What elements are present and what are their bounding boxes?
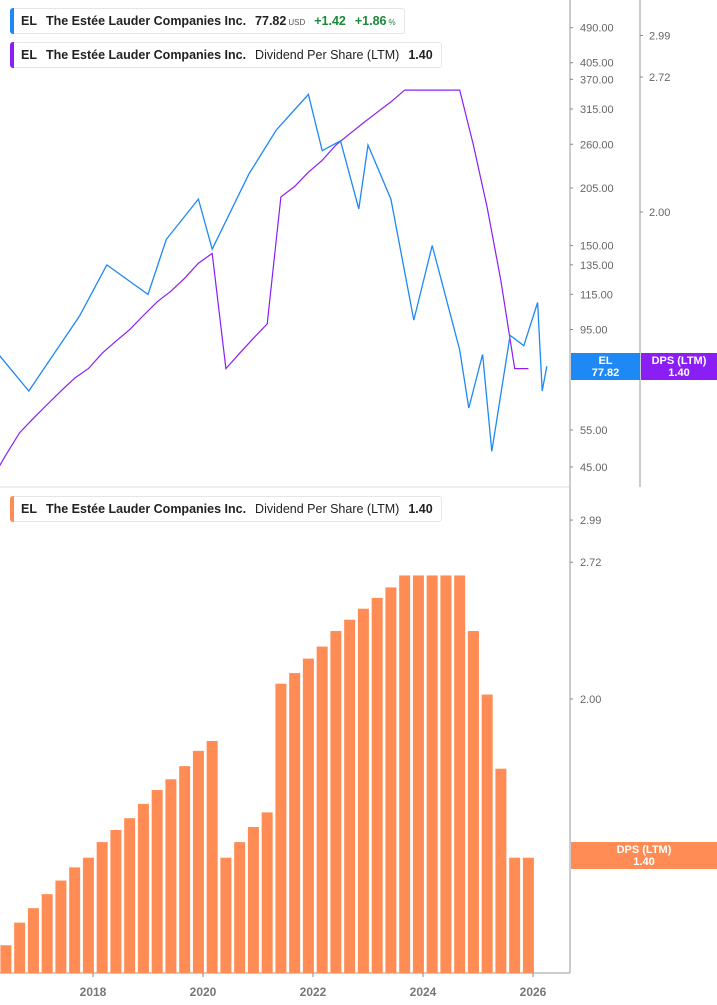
dps-bar [234,842,246,973]
legend-metric: Dividend Per Share (LTM) [255,502,400,516]
dps-bar [220,857,232,973]
dps-bar [399,575,411,973]
x-tick-label: 2024 [410,985,437,999]
legend-ticker: EL [21,14,37,28]
dps-bar [412,575,424,973]
price-tick-label: 260.00 [580,139,614,151]
dps-bar [0,945,12,973]
dps-legend-bottom[interactable]: EL The Estée Lauder Companies Inc. Divid… [10,496,442,522]
legend-value: 1.40 [408,48,433,62]
legend-ticker: EL [21,48,37,62]
dps-bar [316,646,328,973]
dps-bar [27,908,39,973]
dps-bar [82,857,94,973]
dps-tag-top: DPS (LTM) 1.40 [641,353,717,380]
price-tick-label: 135.00 [580,260,614,272]
dps-tick-label: 2.99 [649,30,670,42]
dps-line [0,89,529,467]
dps-bar [289,673,301,973]
dps-bar [247,827,259,973]
dps-bar [165,779,177,973]
dps-bar [69,867,81,973]
dps-bar [179,766,191,973]
dps-bar [137,803,149,973]
price-tick-label: 55.00 [580,425,608,437]
dps-bar [261,812,273,973]
dps-tag-bottom: DPS (LTM) 1.40 [571,842,717,869]
dps-bar [14,922,26,973]
dps-bar [440,575,452,973]
legend-price: 77.82 USD [255,14,306,28]
price-tick-label: 205.00 [580,183,614,195]
price-tick-label: 405.00 [580,58,614,70]
dps-bar [55,880,67,973]
dps-bar [124,818,136,973]
price-tick-label: 150.00 [580,240,614,252]
dps-tick-label: 2.72 [649,72,670,84]
price-tag: EL 77.82 [571,353,640,380]
dps-bar [495,768,507,973]
dps-bar [426,575,438,973]
price-tick-label: 370.00 [580,74,614,86]
dps-bar [302,658,314,973]
price-line [0,93,548,452]
dps-bar [275,683,287,973]
dps-bar [481,694,493,973]
dps-legend-top[interactable]: EL The Estée Lauder Companies Inc. Divid… [10,42,442,68]
price-legend[interactable]: EL The Estée Lauder Companies Inc. 77.82… [10,8,405,34]
bar-tick-label: 2.00 [580,694,601,706]
dps-tick-label: 2.00 [649,207,670,219]
dps-bar [357,608,369,973]
dps-bar [110,829,122,973]
legend-change-pct: +1.86% [354,14,396,28]
dps-bar [330,631,342,973]
dps-bar [206,740,218,973]
bar-tick-label: 2.72 [580,557,601,569]
legend-value: 1.40 [408,502,433,516]
dps-bar [371,597,383,973]
price-tick-label: 490.00 [580,23,614,35]
legend-metric: Dividend Per Share (LTM) [255,48,400,62]
legend-company: The Estée Lauder Companies Inc. [45,48,247,62]
dps-bar [344,619,356,973]
dps-bar [385,587,397,973]
dps-bar [467,631,479,973]
price-tick-label: 315.00 [580,104,614,116]
dps-bar [151,790,163,973]
dps-bar [41,894,53,973]
dps-bar [522,857,534,973]
price-tick-label: 95.00 [580,325,608,337]
dps-bar [509,857,521,973]
x-tick-label: 2018 [80,985,107,999]
price-tick-label: 45.00 [580,462,608,474]
x-tick-label: 2026 [520,985,547,999]
price-tick-label: 115.00 [580,289,613,301]
x-tick-label: 2022 [300,985,327,999]
legend-change: +1.42 [314,14,346,28]
legend-company: The Estée Lauder Companies Inc. [45,502,247,516]
legend-ticker: EL [21,502,37,516]
legend-company: The Estée Lauder Companies Inc. [45,14,247,28]
dps-bar [192,750,204,973]
bar-tick-label: 2.99 [580,515,601,527]
x-tick-label: 2020 [190,985,217,999]
dps-bar [454,575,466,973]
dps-bar [96,842,108,973]
